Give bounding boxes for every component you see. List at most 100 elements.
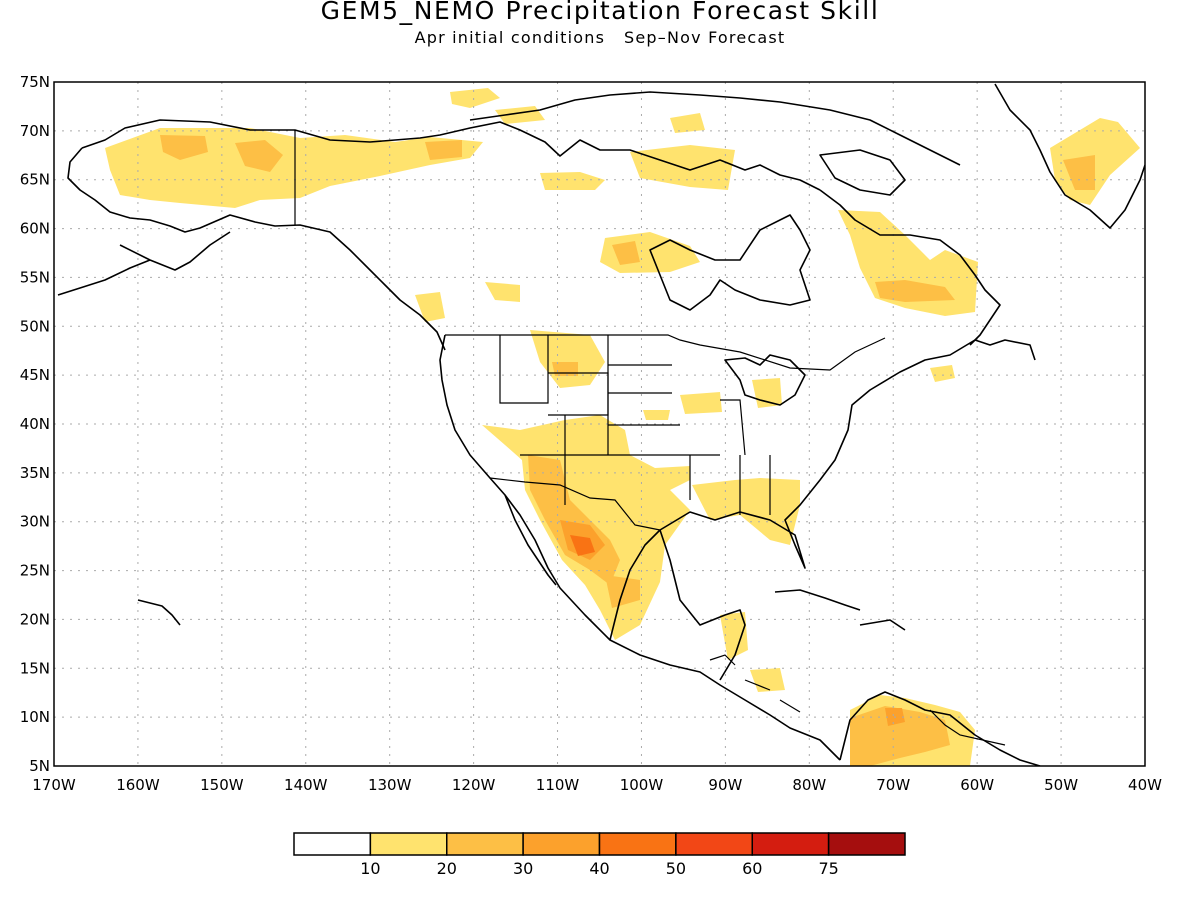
state-lines-nw [499,335,549,404]
us-canada-border [445,334,886,371]
skill-area-montana-core [552,362,578,376]
skill-area-yucatan [720,612,748,660]
colorbar-label: 60 [742,859,762,878]
lat-tick-label: 20N [20,610,50,628]
south-america-coast [839,691,1041,766]
colorbar-swatch [293,832,372,856]
lat-tick-label: 45N [20,366,50,384]
baja-california [504,494,557,586]
colorbar-label: 10 [360,859,380,878]
alaska-pacific-coast [67,147,446,351]
skill-area-northern-plains [530,330,605,388]
alaska-peninsula [119,231,231,271]
colorbar-swatch [751,832,830,856]
lat-tick-label: 25N [20,562,50,580]
skill-area-kansas [643,410,670,420]
lat-tick-label: 5N [29,757,50,775]
skill-area-arctic-3 [670,113,705,133]
skill-area-hudson-core [612,241,640,265]
colorbar-swatch [522,832,601,856]
greenland-coast [994,83,1145,229]
lat-tick-label: 30N [20,513,50,531]
skill-area-labrador-core [875,280,955,302]
skill-area-alaska-core [160,135,208,160]
colorbar-label: 30 [513,859,533,878]
hispaniola [859,619,906,631]
colorbar-label: 40 [589,859,609,878]
coastline-layer [57,83,1145,766]
south-america-borders [929,709,1006,746]
skill-area-alberta [485,282,520,302]
lon-tick-label: 170W [32,776,76,794]
map-title: GEM5_NEMO Precipitation Forecast Skill [320,0,880,25]
lon-tick-label: 160W [116,776,160,794]
latitude-labels: 5N 10N 15N 20N 25N 30N 35N 40N 45N 50N 55N 60N 65N 70… [20,73,50,775]
state-lines-plains [607,335,720,456]
lat-tick-label: 65N [20,171,50,189]
lat-tick-label: 40N [20,415,50,433]
plot-frame [53,81,1146,767]
state-lines-sw [520,415,615,505]
lon-tick-label: 50W [1044,776,1078,794]
lon-tick-label: 120W [452,776,496,794]
hawaii [137,599,181,626]
skill-area-maritimes [930,365,955,382]
labrador-coast [819,189,1001,346]
colorbar-swatch [675,832,753,856]
aleutians [57,259,151,296]
skill-area-venezuela-30 [850,706,950,766]
lon-tick-label: 150W [200,776,244,794]
lat-tick-label: 10N [20,708,50,726]
gridlines [54,82,1145,766]
skill-area-arctic-1 [450,88,500,108]
border-layer [294,130,1006,746]
hudson-bay [649,214,811,311]
lon-tick-label: 110W [536,776,580,794]
gulf-and-east-coast [609,339,1036,641]
skill-area-sonora-50 [570,535,595,556]
lon-tick-label: 70W [876,776,910,794]
skill-shading-layer [105,88,1140,766]
us-mexico-border [489,477,661,531]
lon-tick-label: 60W [960,776,994,794]
longitude-labels: 170W 160W 150W 140W 130W 120W 110W 100W 90W 80W 70… [32,776,1162,794]
yucatan-coast [659,529,746,681]
lon-tick-label: 90W [708,776,742,794]
colorbar-swatch [827,832,906,856]
lat-tick-label: 15N [20,659,50,677]
colorbar-label: 20 [437,859,457,878]
skill-area-iowa [680,392,722,414]
colorbar-label: 75 [818,859,838,878]
lat-tick-label: 60N [20,220,50,238]
lat-tick-label: 75N [20,73,50,91]
skill-area-greenland-core [1063,155,1095,190]
colorbar-swatch [446,832,524,856]
lon-tick-label: 80W [792,776,826,794]
state-lines-south [689,399,771,515]
lon-tick-label: 40W [1128,776,1162,794]
skill-area-bc [415,292,445,322]
colorbar-label: 50 [666,859,686,878]
cuba [774,589,861,611]
lon-tick-label: 140W [284,776,328,794]
skill-area-michigan [752,378,782,408]
arctic-coast [81,119,821,191]
map-subtitle: Apr initial conditions Sep–Nov Forecast [414,28,786,47]
lat-tick-label: 50N [20,317,50,335]
skill-area-alaska-core-2 [235,140,283,172]
great-lakes [724,354,806,406]
central-america-borders [709,654,801,713]
lat-tick-label: 35N [20,464,50,482]
colorbar-swatch [369,832,448,856]
skill-area-nunavut-1 [540,172,605,190]
lon-tick-label: 130W [368,776,412,794]
lat-tick-label: 55N [20,268,50,286]
baffin-island [819,149,906,196]
skill-area-yukon-core [425,140,462,160]
lon-tick-label: 100W [620,776,664,794]
lat-tick-label: 70N [20,122,50,140]
arctic-archipelago [469,91,961,166]
pacific-coast [439,334,841,761]
colorbar-swatch [598,832,677,856]
